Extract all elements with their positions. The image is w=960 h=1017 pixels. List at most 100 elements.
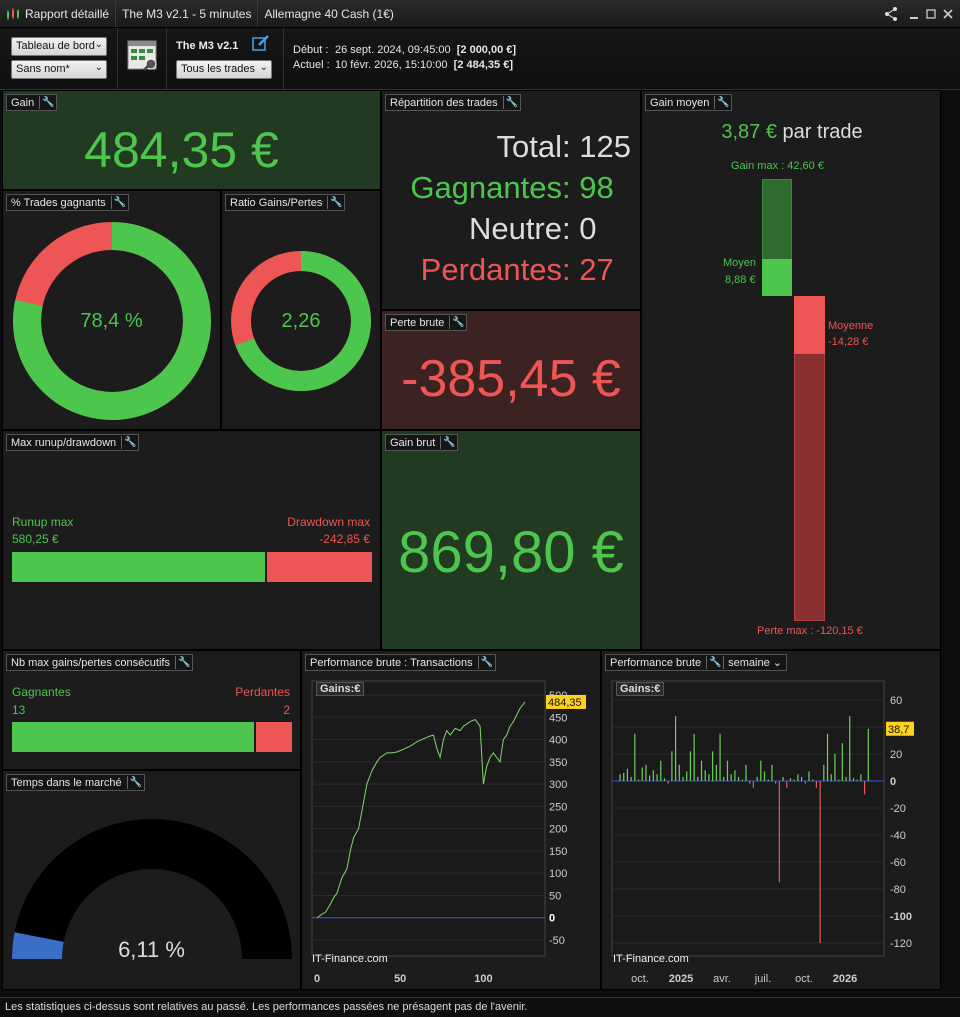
y-tick-label: 20	[890, 749, 902, 761]
repartition-label: Gagnantes	[410, 170, 562, 205]
x-tick-label: oct.	[795, 973, 813, 985]
y-tick-label: 150	[549, 846, 567, 858]
x-tick-label: 50	[394, 973, 406, 985]
win-pct-value: 78,4 %	[80, 310, 143, 332]
x-tick-label: 0	[314, 973, 320, 985]
toolbar-divider	[166, 28, 167, 90]
edit-icon[interactable]	[252, 34, 270, 52]
instrument-title-label: Allemagne 40 Cash (1€)	[264, 6, 394, 21]
consec-loss-value: 2	[283, 703, 290, 717]
wrench-icon[interactable]: 🔧	[121, 436, 137, 449]
chevron-down-icon: ⌄	[94, 62, 103, 73]
wrench-icon[interactable]: 🔧	[327, 196, 343, 209]
y-tick-label: -20	[890, 803, 906, 815]
consec-panel: Nb max gains/pertes consécutifs 🔧 Gagnant…	[2, 650, 301, 770]
current-date: 10 févr. 2026, 15:10:00	[335, 59, 448, 71]
title-bar: Rapport détaillé The M3 v2.1 - 5 minutes…	[0, 0, 960, 28]
consec-loss-label: Perdantes	[235, 685, 290, 699]
disclaimer-text: Les statistiques ci-dessus sont relative…	[5, 1001, 528, 1013]
start-capital: [2 000,00 €]	[456, 44, 517, 56]
wrench-icon[interactable]: 🔧	[174, 656, 190, 669]
ratio-title: Ratio Gains/Pertes	[230, 196, 323, 209]
gain-title: Gain	[11, 96, 35, 109]
x-tick-label: avr.	[713, 973, 731, 985]
equity-line	[316, 701, 526, 919]
wrench-icon[interactable]: 🔧	[714, 96, 730, 109]
consec-title: Nb max gains/pertes consécutifs	[11, 656, 170, 669]
runup-panel: Max runup/drawdown 🔧 Runup max 580,25 € D…	[2, 430, 381, 650]
y-tick-label: -40	[890, 830, 906, 842]
perf-tx-watermark: IT-Finance.com	[312, 953, 388, 965]
avg-suffix: par trade	[782, 121, 863, 143]
y-tick-label: 0	[549, 913, 555, 925]
runup-label: Runup max	[12, 515, 74, 529]
y-tick-label: -50	[549, 935, 565, 947]
donut-gain-arc	[231, 251, 371, 391]
consec-win-label: Gagnantes	[12, 685, 71, 699]
period-select-label: semaine	[728, 657, 770, 669]
perf-tx-tab: Performance brute : Transactions 🔧	[305, 654, 496, 671]
gain-brut-panel: Gain brut 🔧 869,80 €	[381, 430, 641, 650]
perte-brute-tab: Perte brute 🔧	[385, 314, 468, 331]
moyenne-value: -14,28 €	[828, 336, 869, 348]
drawdown-value: -242,85 €	[319, 532, 370, 546]
system-title: The M3 v2.1 - 5 minutes	[116, 0, 259, 27]
gain-panel: Gain 🔧 484,35 €	[2, 90, 381, 190]
wrench-icon[interactable]: 🔧	[440, 436, 456, 449]
wrench-icon[interactable]: 🔧	[110, 196, 126, 209]
x-tick-label: 2026	[833, 973, 857, 985]
system-title-label: The M3 v2.1 - 5 minutes	[122, 6, 252, 21]
wrench-icon[interactable]: 🔧	[477, 656, 493, 669]
wrench-icon[interactable]: 🔧	[706, 656, 722, 669]
ratio-value: 2,26	[281, 310, 321, 332]
close-icon[interactable]	[940, 0, 956, 28]
repartition-panel: Répartition des trades 🔧 Total: 125 Gagnan…	[381, 90, 641, 310]
gain-max-label: Gain max : 42,60 €	[731, 160, 824, 172]
name-select[interactable]: Sans nom* ⌄	[11, 60, 107, 79]
wrench-icon[interactable]: 🔧	[502, 96, 518, 109]
last-value-label: 484,35	[548, 697, 582, 709]
x-tick-label: oct.	[631, 973, 649, 985]
win-pct-title: % Trades gagnants	[11, 196, 106, 209]
drawdown-bar	[266, 552, 372, 582]
moyenne-label: Moyenne	[828, 320, 874, 332]
start-info: Début : 26 sept. 2024, 09:45:00 [2 000,00…	[293, 44, 516, 56]
perf-tx-chart[interactable]: 500450400350300250200150100500-500501004…	[302, 651, 601, 990]
last-value-badge	[886, 721, 914, 736]
ratio-panel: Ratio Gains/Pertes 🔧 2,26	[221, 190, 381, 430]
gain-moyen-title: Gain moyen	[650, 96, 710, 109]
perf-week-chart[interactable]: 6040200-20-40-60-80-100-120oct.2025avr.j…	[602, 651, 941, 990]
plot-area	[311, 680, 546, 957]
minimize-icon[interactable]	[906, 0, 922, 28]
repartition-value: : 125	[562, 129, 631, 164]
system-settings-icon[interactable]	[127, 40, 159, 72]
wrench-icon[interactable]: 🔧	[39, 96, 55, 109]
wrench-icon[interactable]: 🔧	[126, 776, 142, 789]
y-tick-label: 200	[549, 824, 567, 836]
current-info: Actuel : 10 févr. 2026, 15:10:00 [2 484,3…	[293, 59, 513, 71]
gain-brut-value: 869,80 €	[398, 520, 624, 585]
share-icon[interactable]	[880, 0, 902, 28]
current-capital: [2 484,35 €]	[453, 59, 513, 71]
runup-title: Max runup/drawdown	[11, 436, 117, 449]
win-pct-donut	[13, 222, 211, 420]
ratio-donut	[231, 251, 371, 391]
start-label: Début :	[293, 44, 329, 56]
moyen-label: Moyen	[723, 257, 757, 269]
perf-week-tab: Performance brute 🔧 semaine ⌄	[605, 654, 787, 671]
y-tick-label: 100	[549, 868, 567, 880]
perf-tx-legend: Gains:€	[316, 682, 365, 696]
perte-max-label: Perte max : -120,15 €	[757, 625, 863, 637]
y-tick-label: 450	[549, 712, 567, 724]
view-select[interactable]: Tableau de bord ⌄	[11, 37, 107, 56]
moyen-value: 8,88 €	[725, 274, 756, 286]
repartition-value: : 98	[562, 170, 614, 205]
avg-per-trade: 3,87 € par trade	[642, 121, 940, 144]
period-select[interactable]: semaine ⌄	[723, 656, 782, 669]
repartition-value: : 0	[562, 211, 597, 246]
maximize-icon[interactable]	[923, 0, 939, 28]
repartition-label: Neutre	[468, 211, 562, 246]
trades-select[interactable]: Tous les trades ⌄	[176, 60, 272, 79]
wrench-icon[interactable]: 🔧	[449, 316, 465, 329]
